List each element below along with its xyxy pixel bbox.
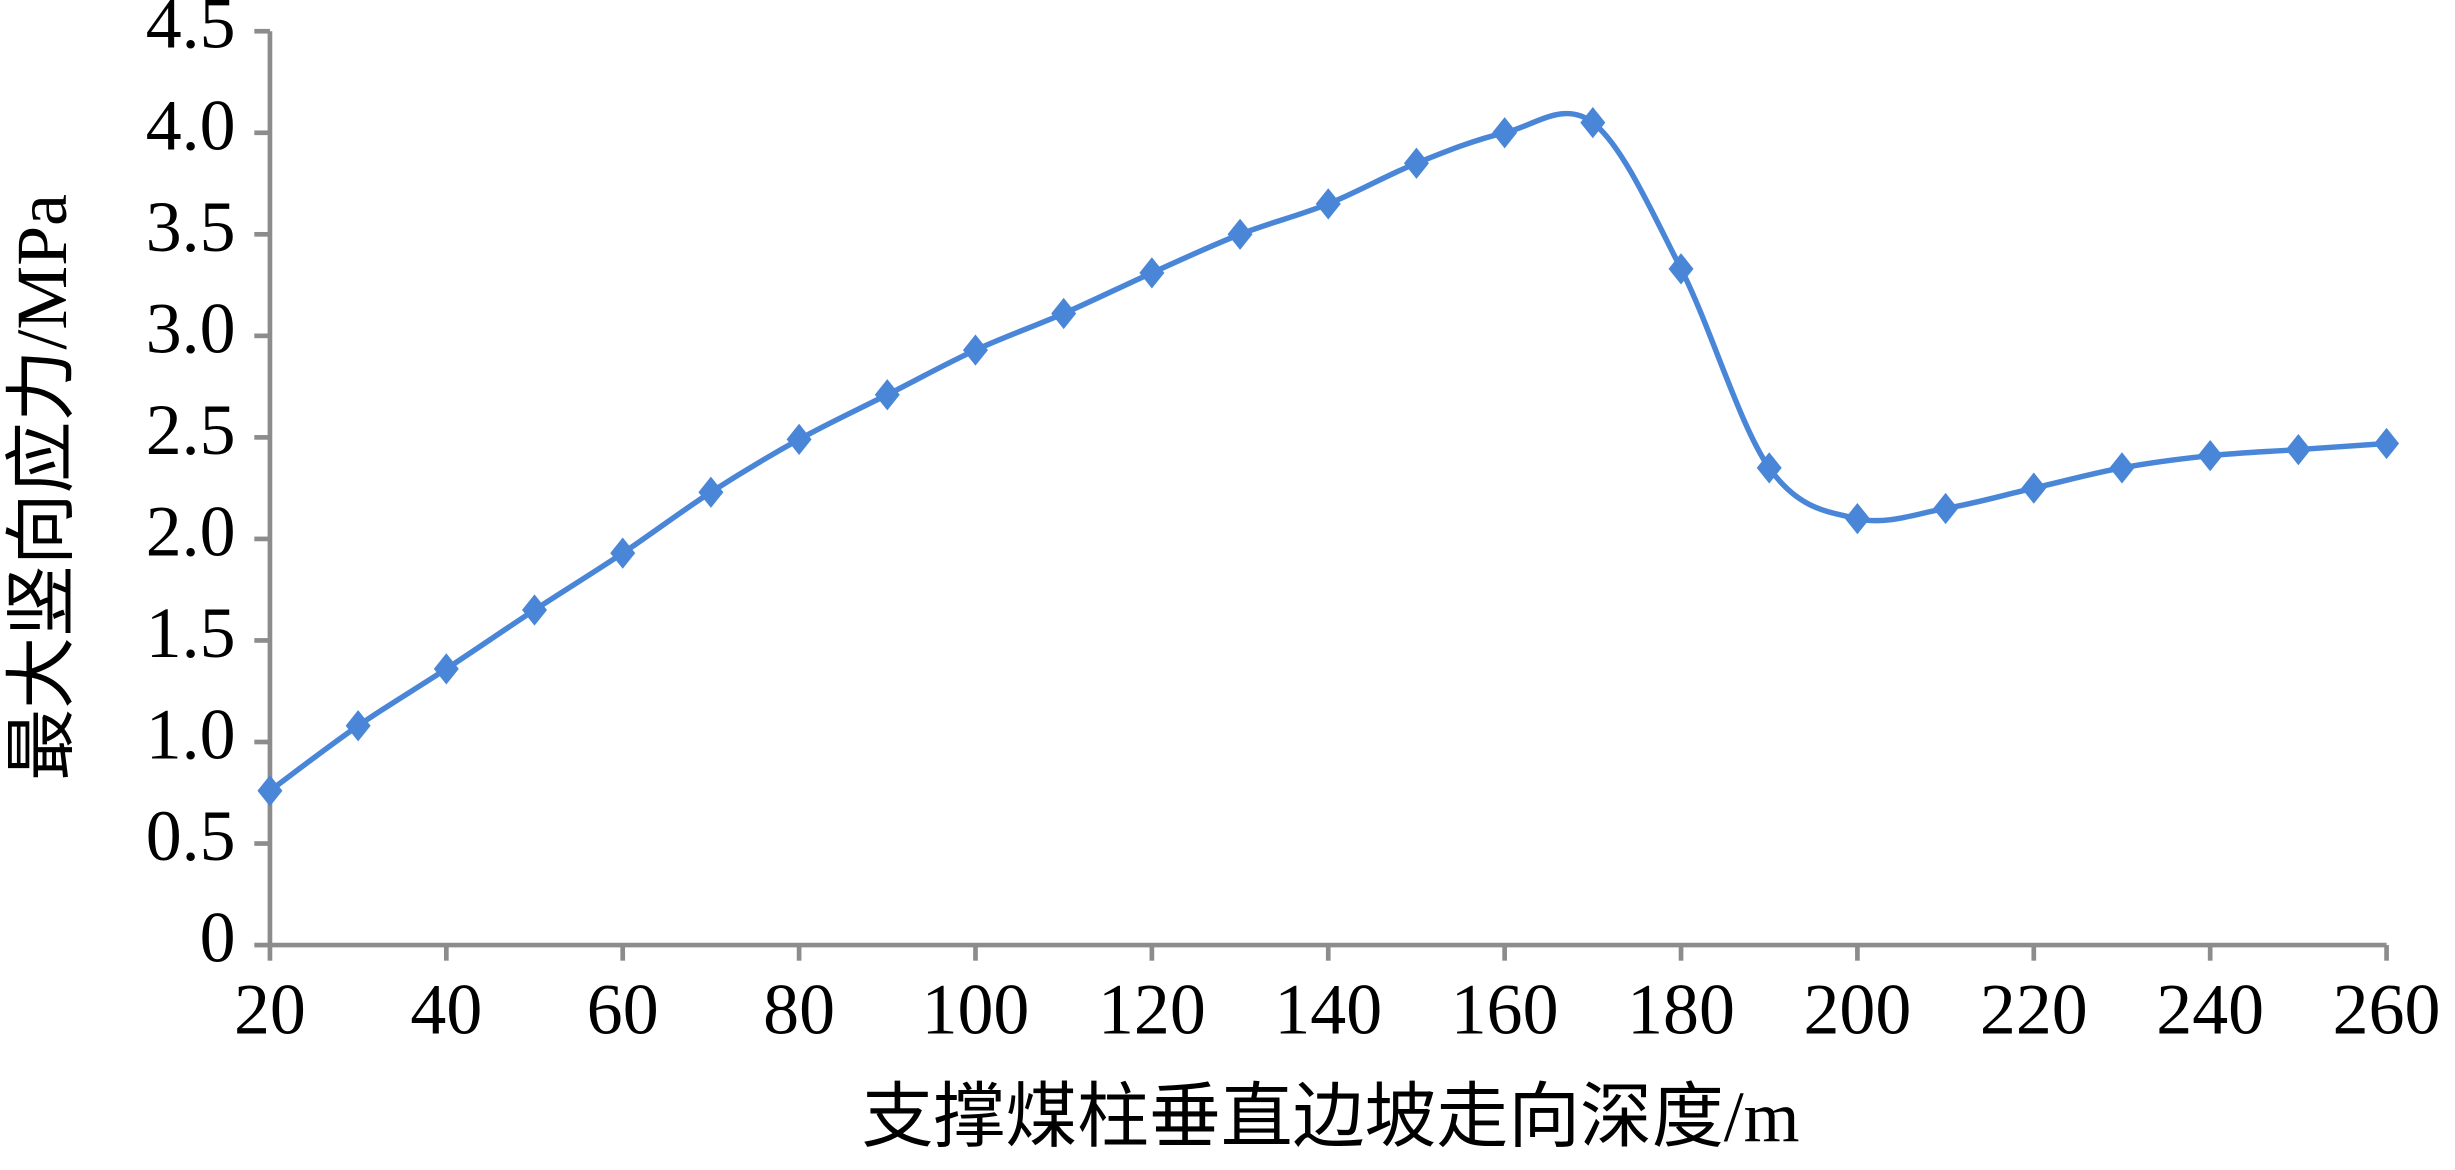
x-tick-label: 220 (1980, 969, 2088, 1049)
data-marker (1844, 502, 1870, 535)
x-tick-label: 140 (1274, 969, 1382, 1049)
data-marker (433, 653, 459, 685)
data-marker (1051, 297, 1077, 330)
data-marker (2021, 472, 2047, 504)
data-marker (786, 423, 812, 456)
data-marker (874, 379, 900, 411)
y-tick-label: 1.0 (146, 694, 236, 774)
data-marker (1933, 492, 1959, 525)
data-marker (257, 775, 283, 807)
data-marker (2197, 440, 2223, 472)
x-axis-title: 支撑煤柱垂直边坡走向深度/m (862, 1077, 1800, 1157)
x-tick-label: 40 (410, 969, 482, 1049)
x-tick-label: 240 (2156, 969, 2264, 1049)
x-tick-label: 160 (1451, 969, 1559, 1049)
y-axis-title: 最大竖向应力/MPa (2, 194, 82, 781)
x-tick-label: 80 (763, 969, 835, 1049)
y-tick-label: 4.0 (146, 85, 236, 165)
data-marker (522, 594, 548, 626)
y-tick-label: 2.0 (146, 491, 236, 571)
y-tick-label: 4.5 (146, 0, 236, 64)
data-marker (698, 476, 724, 508)
data-marker (1227, 218, 1253, 250)
y-tick-label: 0 (200, 898, 236, 978)
data-marker (1756, 452, 1782, 484)
data-marker (1580, 107, 1606, 139)
y-tick-label: 3.0 (146, 288, 236, 368)
x-tick-label: 120 (1098, 969, 1206, 1049)
y-tick-label: 1.5 (146, 593, 236, 673)
data-marker (1139, 257, 1165, 289)
x-tick-label: 200 (1804, 969, 1912, 1049)
data-marker (1492, 117, 1518, 149)
y-tick-label: 3.5 (146, 187, 236, 267)
data-marker (2109, 452, 2135, 484)
data-marker (610, 537, 636, 569)
data-marker (1668, 253, 1694, 285)
y-tick-label: 2.5 (146, 390, 236, 470)
y-tick-label: 0.5 (146, 796, 236, 876)
x-tick-label: 20 (234, 969, 306, 1049)
x-tick-label: 180 (1627, 969, 1735, 1049)
data-marker (2285, 433, 2311, 466)
data-marker (962, 334, 988, 366)
x-tick-label: 100 (922, 969, 1030, 1049)
data-marker (1315, 188, 1341, 220)
data-marker (345, 710, 371, 742)
data-marker (2374, 427, 2400, 460)
x-tick-label: 60 (587, 969, 659, 1049)
data-marker (1403, 147, 1429, 179)
x-tick-label: 260 (2333, 969, 2441, 1049)
